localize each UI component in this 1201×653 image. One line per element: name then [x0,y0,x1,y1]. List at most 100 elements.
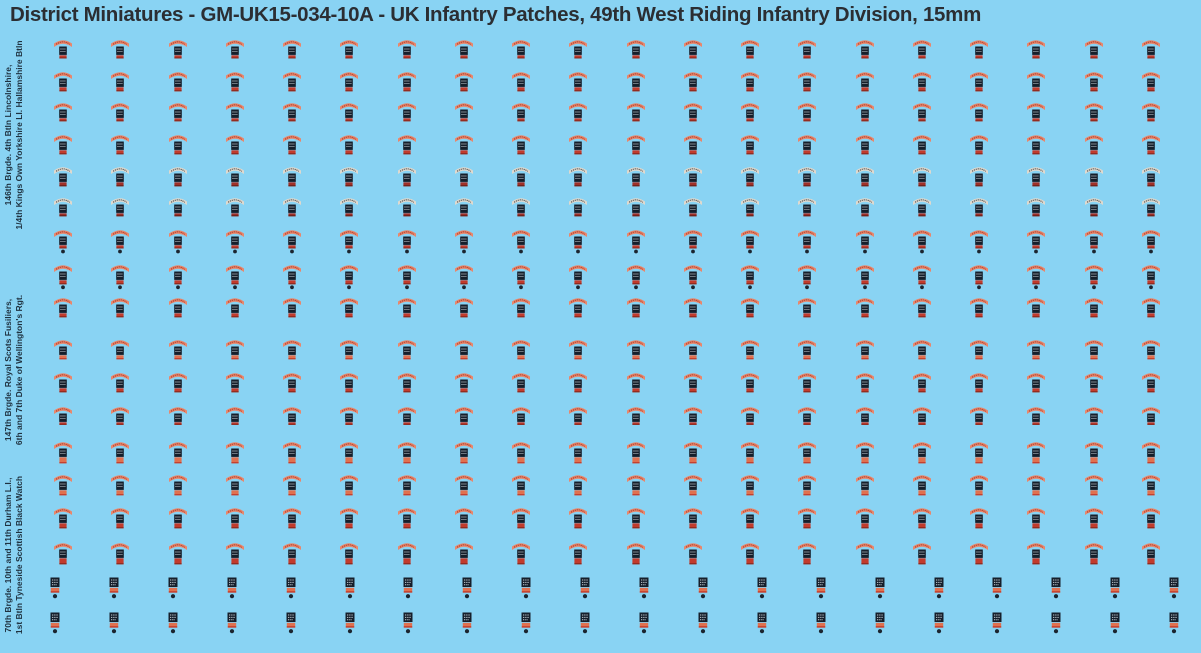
patch-decal [739,335,761,365]
patch-decal [567,470,589,500]
patch-decal [1140,130,1162,160]
patch-decal [338,130,360,160]
patch-decal [968,437,990,467]
patch-decal [1025,368,1047,398]
patch-decal [510,402,532,432]
patch-decal [796,67,818,97]
patch-decal [1140,162,1162,192]
patch-decal [52,260,74,290]
brigade-label-70: 70th Brgde. 10th and 11th Durham L.I., 1… [3,457,27,653]
patch-decal [1025,293,1047,323]
patch-decal [1140,368,1162,398]
patch-decal [968,35,990,65]
patch-decal [911,503,933,533]
patch-decal [167,293,189,323]
patch-decal [1083,538,1105,568]
patch-decal [810,611,832,641]
patch-decal [739,470,761,500]
patch-decal [968,470,990,500]
patch-decal [986,576,1008,606]
patch-decal [633,611,655,641]
brigade-label-70-line1: 70th Brgde. 10th and 11th Durham L.I., [3,477,13,633]
patch-decal [1083,402,1105,432]
patch-decal [396,260,418,290]
patch-decal [567,293,589,323]
patch-decal [692,576,714,606]
patch-decal [810,576,832,606]
patch-decal [854,162,876,192]
patch-decal [396,35,418,65]
patch-decal [338,162,360,192]
patch-decal [854,193,876,223]
patch-decal [739,402,761,432]
patch-decal [796,225,818,255]
patch-decal [397,611,419,641]
patch-decal [510,67,532,97]
patch-decal [52,130,74,160]
patch-decal [162,576,184,606]
patch-decal [739,260,761,290]
patch-decal [453,162,475,192]
patch-decal [1083,335,1105,365]
patch-decal [396,193,418,223]
patch-decal [625,162,647,192]
patch-decal [510,98,532,128]
patch-decal [1140,98,1162,128]
patch-decal [692,611,714,641]
patch-decal [510,293,532,323]
patch-decal [221,576,243,606]
patch-decal [109,470,131,500]
patch-decal [103,576,125,606]
patch-decal [338,402,360,432]
patch-decal [796,335,818,365]
patch-decal [1025,260,1047,290]
patch-decal [453,98,475,128]
patch-decal [567,98,589,128]
patch-decal [739,538,761,568]
patch-decal [224,130,246,160]
patch-decal [1045,576,1067,606]
patch-decal [854,470,876,500]
patch-decal [396,402,418,432]
patch-decal [968,225,990,255]
patch-decal [109,35,131,65]
brigade-label-147-line1: 147th Brgde. Royal Scots Fusiliers, [3,298,13,442]
brigade-label-146-line1: 146th Brgde. 4th Btln Lincolnshire, [3,64,13,206]
patch-decal [968,193,990,223]
patch-decal [1025,437,1047,467]
patch-decal [682,98,704,128]
patch-decal [625,368,647,398]
patch-decal [456,576,478,606]
patch-decal [52,538,74,568]
patch-decal [338,503,360,533]
patch-decal [52,35,74,65]
patch-decal [968,402,990,432]
patch-decal [221,611,243,641]
patch-decal [567,260,589,290]
patch-decal [224,193,246,223]
patch-decal [453,437,475,467]
patch-decal [224,470,246,500]
patch-decal [281,538,303,568]
patch-decal [515,611,537,641]
patch-decal [167,67,189,97]
patch-decal [510,538,532,568]
patch-decal [224,67,246,97]
patch-decal [162,611,184,641]
patch-decal [625,193,647,223]
patch-decal [1083,260,1105,290]
patch-decal [1025,67,1047,97]
patch-decal [625,538,647,568]
patch-decal [1083,35,1105,65]
patch-decal [625,225,647,255]
brigade-label-70-line2: 1st Btln Tyneside Scottish Black Watch [14,475,24,635]
patch-decal [109,162,131,192]
patch-decal [396,98,418,128]
patch-decal [911,470,933,500]
patch-decal [224,35,246,65]
patch-decal [796,368,818,398]
patch-decal [625,437,647,467]
brigade-label-146-line2: 1/4th Kings Own Yorkshire LI. Hallamshir… [14,40,24,230]
patch-decal [167,260,189,290]
patch-decal [1083,67,1105,97]
